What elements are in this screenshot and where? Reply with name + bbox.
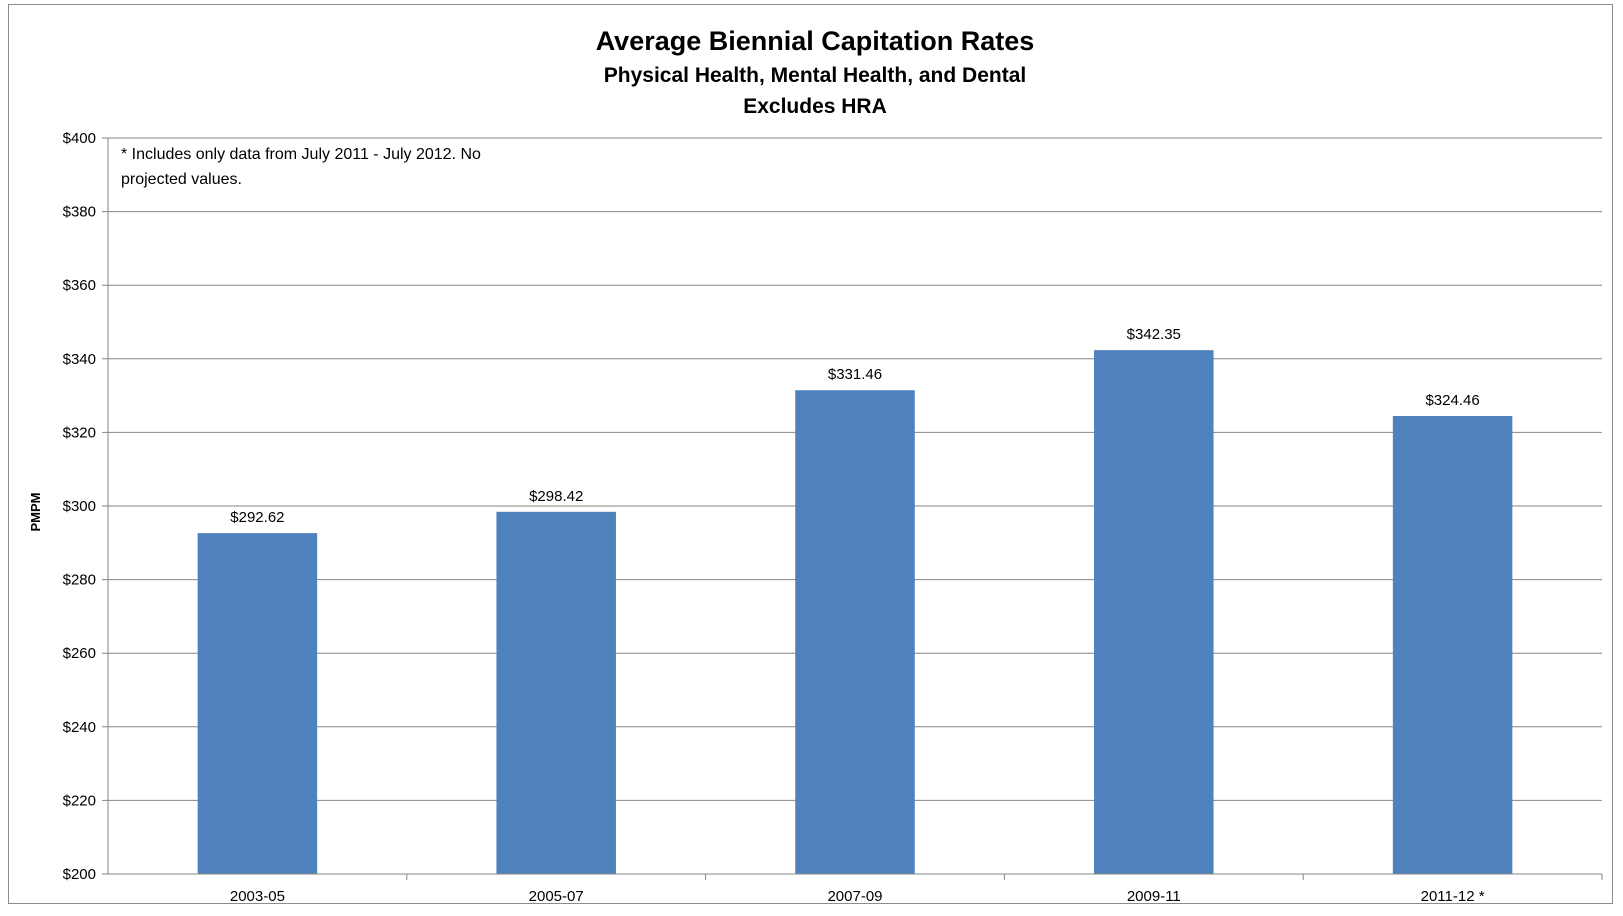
y-tick-label: $280 (63, 572, 96, 589)
chart-subtitle-line-2: Excludes HRA (743, 95, 887, 118)
bar (795, 390, 915, 874)
y-tick-label: $240 (63, 719, 96, 736)
bar (496, 511, 616, 874)
bar-data-label: $331.46 (828, 366, 882, 383)
y-tick-label: $260 (63, 645, 96, 662)
y-tick-label: $340 (63, 351, 96, 368)
bar-data-label: $342.35 (1127, 326, 1181, 343)
x-tick-label: 2003-05 (230, 888, 285, 905)
x-tick-label: 2005-07 (529, 888, 584, 905)
y-axis-label: PMPM (28, 493, 43, 532)
x-tick-label: 2009-11 (1127, 888, 1181, 905)
bar-data-label: $324.46 (1425, 392, 1479, 409)
x-tick-label: 2011-12 * (1421, 888, 1485, 905)
y-tick-label: $220 (63, 792, 96, 809)
bar-data-label: $292.62 (230, 509, 284, 526)
chart-subtitle-line-1: Physical Health, Mental Health, and Dent… (604, 64, 1026, 87)
y-tick-label: $360 (63, 277, 96, 294)
bar (197, 533, 318, 874)
y-tick-label: $200 (63, 866, 96, 883)
chart-title: Average Biennial Capitation Rates (596, 26, 1035, 56)
y-tick-label: $320 (63, 424, 96, 441)
bar (1094, 350, 1214, 875)
chart-note-line-2: projected values. (121, 171, 242, 188)
bar-data-label: $298.42 (529, 488, 583, 505)
y-tick-label: $400 (63, 130, 96, 147)
y-tick-label: $380 (63, 204, 96, 221)
bar (1392, 415, 1513, 874)
x-tick-label: 2007-09 (827, 888, 882, 905)
axes: $200 $220 $240 $260 $280 $300 $320 $340 $360 $380… (63, 130, 1603, 905)
bars: $292.62 $298.42 $331.46 $342.35 $324.46 (197, 326, 1513, 875)
y-tick-label: $300 (63, 498, 96, 515)
chart-note-line-1: * Includes only data from July 2011 - Ju… (121, 146, 481, 163)
